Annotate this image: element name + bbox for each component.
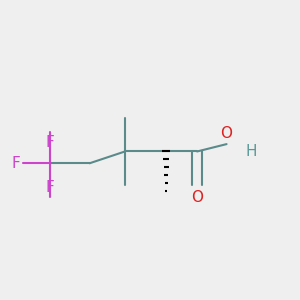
Text: O: O: [191, 190, 203, 205]
Text: F: F: [46, 180, 54, 195]
Text: F: F: [46, 135, 54, 150]
Text: F: F: [12, 156, 20, 171]
Text: O: O: [220, 126, 232, 141]
Text: H: H: [246, 144, 257, 159]
